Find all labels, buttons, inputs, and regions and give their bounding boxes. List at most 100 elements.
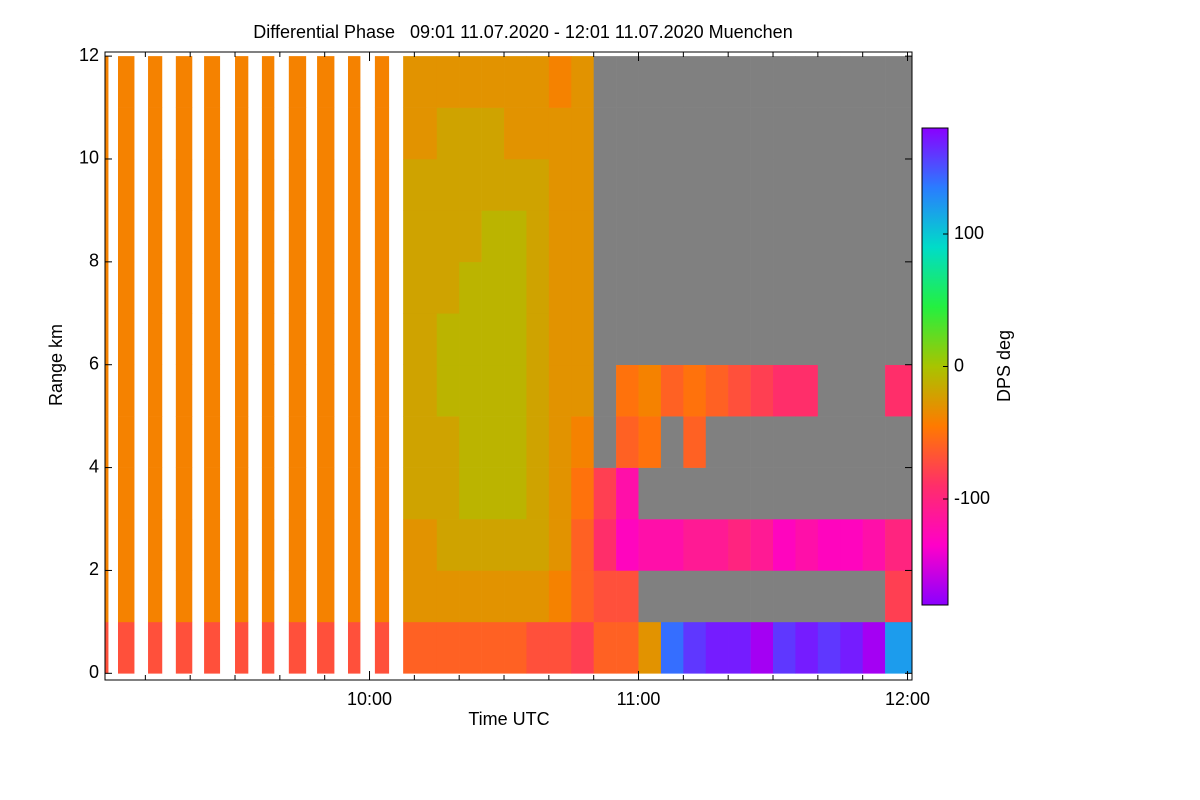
heat-cell [526, 519, 550, 571]
heat-cell [526, 107, 550, 160]
no-echo-cell [683, 56, 707, 108]
no-echo-cell [638, 261, 662, 314]
heat-cell [773, 364, 796, 417]
no-echo-cell [885, 210, 913, 263]
no-echo-cell [795, 210, 819, 263]
heat-cell [317, 261, 335, 314]
no-echo-cell [705, 261, 729, 314]
no-echo-cell [885, 313, 913, 366]
heat-cell [261, 210, 275, 263]
no-echo-cell [616, 56, 639, 108]
heat-cell [403, 570, 438, 623]
heat-cell [481, 416, 505, 468]
heat-cell [436, 56, 460, 108]
heat-cell [481, 519, 505, 571]
no-echo-cell [593, 56, 617, 108]
heat-cell [288, 416, 307, 468]
heat-cell [593, 570, 617, 623]
heat-cell [118, 416, 135, 468]
heat-cell [616, 519, 639, 571]
heat-cell [118, 261, 135, 314]
heat-cell [105, 107, 109, 160]
heat-cell [105, 158, 109, 211]
heat-cell [750, 519, 774, 571]
heat-cell [436, 621, 460, 674]
heat-cell [235, 313, 249, 366]
heat-cell [571, 519, 594, 571]
heat-cell [374, 467, 390, 520]
heat-cell [571, 313, 594, 366]
heat-cell [548, 519, 572, 571]
no-echo-cell [795, 570, 819, 623]
heat-cell [317, 570, 335, 623]
no-echo-cell [773, 467, 796, 520]
heat-cell [548, 107, 572, 160]
heat-cell [459, 56, 482, 108]
heat-cell [660, 519, 684, 571]
heat-cell [235, 210, 249, 263]
no-echo-cell [705, 158, 729, 211]
no-echo-cell [660, 416, 684, 468]
heat-cell [683, 364, 707, 417]
heat-cell [118, 158, 135, 211]
heat-cell [571, 210, 594, 263]
no-echo-cell [750, 210, 774, 263]
heat-cell [288, 107, 307, 160]
heat-cell [235, 261, 249, 314]
no-echo-cell [616, 210, 639, 263]
no-echo-cell [840, 364, 863, 417]
no-echo-cell [660, 158, 684, 211]
heat-cell [317, 210, 335, 263]
heat-cell [571, 158, 594, 211]
heat-cell [204, 467, 221, 520]
heat-cell [504, 107, 527, 160]
heat-cell [204, 210, 221, 263]
heat-cell [288, 158, 307, 211]
heat-cell [403, 107, 438, 160]
no-echo-cell [683, 261, 707, 314]
no-echo-cell [773, 261, 796, 314]
no-echo-cell [773, 210, 796, 263]
heat-cell [481, 467, 505, 520]
no-echo-cell [840, 56, 863, 108]
no-echo-cell [728, 570, 751, 623]
no-echo-cell [840, 570, 863, 623]
no-echo-cell [862, 570, 886, 623]
heat-cell [148, 158, 163, 211]
no-echo-cell [840, 158, 863, 211]
heat-cell [526, 570, 550, 623]
chart-title: Differential Phase 09:01 11.07.2020 - 12… [253, 22, 792, 42]
heat-cell [261, 621, 275, 674]
heat-cell [235, 56, 249, 108]
heat-cell [660, 621, 684, 674]
heat-cell [481, 364, 505, 417]
no-echo-cell [638, 56, 662, 108]
no-echo-cell [885, 261, 913, 314]
colorbar-tick-label: 0 [954, 355, 964, 375]
heat-cell [317, 107, 335, 160]
no-echo-cell [593, 364, 617, 417]
no-echo-cell [773, 416, 796, 468]
no-echo-cell [862, 416, 886, 468]
colorbar-tick-label: -100 [954, 488, 990, 508]
no-echo-cell [817, 261, 841, 314]
no-echo-cell [885, 467, 913, 520]
heat-cell [175, 158, 193, 211]
heat-cell [403, 261, 438, 314]
heat-cell [204, 519, 221, 571]
heat-cell [593, 519, 617, 571]
heat-cell [175, 210, 193, 263]
heat-cell [175, 364, 193, 417]
heat-cell [148, 261, 163, 314]
heat-cell [261, 519, 275, 571]
no-echo-cell [795, 467, 819, 520]
heat-cell [548, 313, 572, 366]
heat-cell [504, 519, 527, 571]
heat-cell [403, 621, 438, 674]
heat-cell [504, 158, 527, 211]
heat-cell [504, 313, 527, 366]
heat-cell [862, 621, 886, 674]
no-echo-cell [817, 107, 841, 160]
heat-cell [436, 313, 460, 366]
heat-cell [175, 570, 193, 623]
